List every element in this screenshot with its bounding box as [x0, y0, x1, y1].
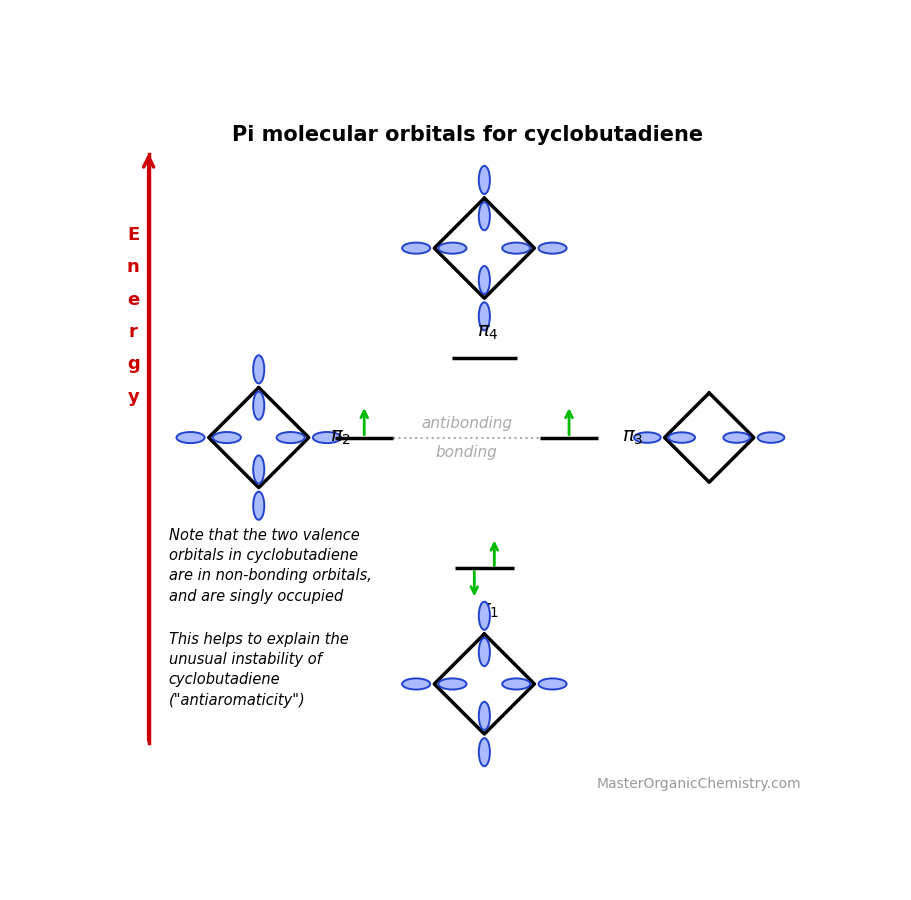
Ellipse shape — [478, 166, 489, 194]
Ellipse shape — [478, 738, 489, 766]
Text: antibonding: antibonding — [421, 416, 512, 431]
Text: $\pi_4$: $\pi_4$ — [476, 323, 498, 342]
Ellipse shape — [478, 266, 489, 294]
Text: r: r — [128, 323, 138, 341]
Ellipse shape — [253, 392, 264, 419]
Ellipse shape — [668, 432, 694, 443]
Text: bonding: bonding — [435, 446, 497, 461]
Ellipse shape — [276, 432, 304, 443]
Text: y: y — [128, 388, 139, 406]
Ellipse shape — [478, 638, 489, 666]
Ellipse shape — [478, 202, 489, 230]
Text: $\pi_3$: $\pi_3$ — [621, 428, 642, 447]
Ellipse shape — [502, 243, 529, 254]
Ellipse shape — [757, 432, 783, 443]
Text: Note that the two valence
orbitals in cyclobutadiene
are in non-bonding orbitals: Note that the two valence orbitals in cy… — [169, 527, 371, 604]
Ellipse shape — [253, 455, 264, 483]
Ellipse shape — [438, 243, 466, 254]
Ellipse shape — [502, 679, 529, 689]
Ellipse shape — [402, 679, 430, 689]
Ellipse shape — [402, 243, 430, 254]
Ellipse shape — [633, 432, 660, 443]
Ellipse shape — [177, 432, 204, 443]
Ellipse shape — [253, 356, 264, 383]
Text: $\pi_2$: $\pi_2$ — [330, 428, 351, 447]
Text: g: g — [127, 356, 139, 373]
Ellipse shape — [537, 243, 566, 254]
Ellipse shape — [312, 432, 341, 443]
Text: n: n — [127, 258, 139, 276]
Ellipse shape — [438, 679, 466, 689]
Text: e: e — [127, 291, 139, 309]
Ellipse shape — [212, 432, 241, 443]
Ellipse shape — [537, 679, 566, 689]
Ellipse shape — [253, 491, 264, 520]
Text: This helps to explain the
unusual instability of
cyclobutadiene
("antiaromaticit: This helps to explain the unusual instab… — [169, 632, 348, 707]
Text: MasterOrganicChemistry.com: MasterOrganicChemistry.com — [597, 777, 801, 791]
Ellipse shape — [478, 602, 489, 630]
Text: $\pi_1$: $\pi_1$ — [477, 601, 498, 620]
Ellipse shape — [722, 432, 749, 443]
Ellipse shape — [478, 302, 489, 330]
Text: Pi molecular orbitals for cyclobutadiene: Pi molecular orbitals for cyclobutadiene — [231, 125, 702, 145]
Ellipse shape — [478, 702, 489, 730]
Text: E: E — [127, 226, 139, 244]
